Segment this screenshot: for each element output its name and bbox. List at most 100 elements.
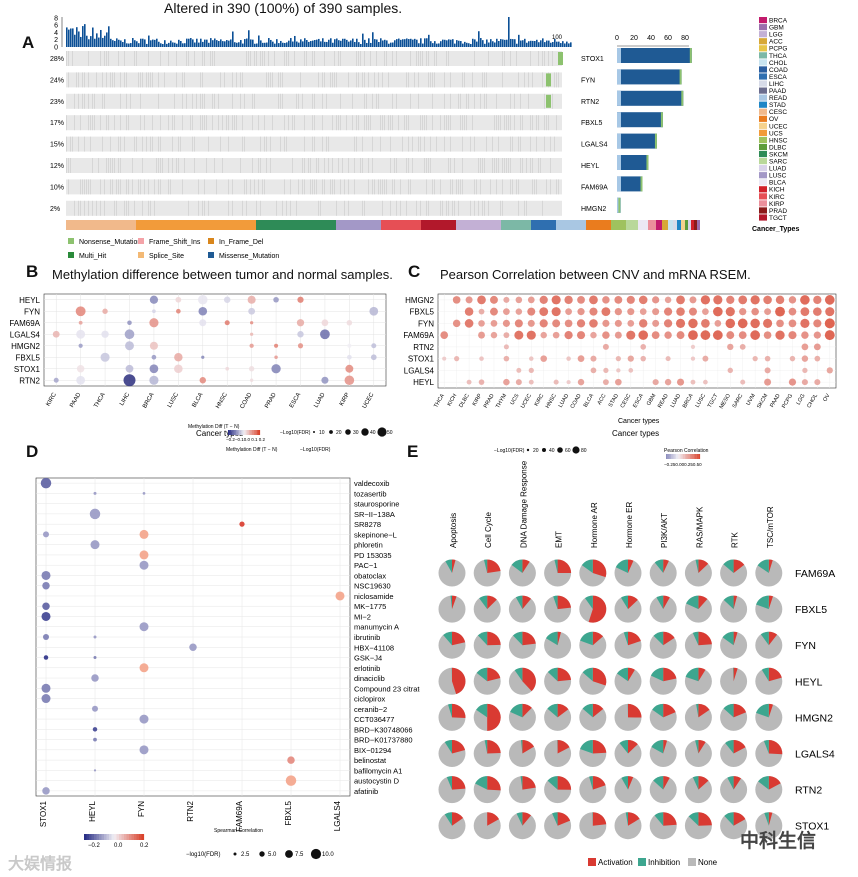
pie-activation <box>733 595 738 610</box>
oncoprint-tick <box>302 179 303 195</box>
pie-inhibition <box>476 667 488 682</box>
oncoprint-tick <box>72 136 73 152</box>
top-bar <box>360 43 362 47</box>
dot <box>614 307 622 316</box>
oncoprint-tick <box>514 93 515 109</box>
oncoprint-tick <box>462 158 463 173</box>
pie-inhibition <box>692 776 699 790</box>
oncoprint-tick <box>328 158 329 173</box>
drug-label: NSC19630 <box>354 582 391 591</box>
gene-bar <box>617 48 692 63</box>
dot <box>788 296 797 304</box>
dot <box>249 332 254 336</box>
oncoprint-tick <box>366 93 367 109</box>
cancer-strip-segment <box>638 220 648 230</box>
top-bar <box>200 38 202 47</box>
oncoprint-tick <box>468 93 469 109</box>
dot <box>802 367 808 374</box>
pie-activation <box>452 703 466 719</box>
pie-activation <box>663 631 675 646</box>
oncoprint-tick <box>502 158 503 173</box>
oncoprint-tick <box>202 93 203 109</box>
oncoprint-tick <box>68 179 69 195</box>
dot <box>590 331 597 339</box>
oncoprint-tick <box>492 158 493 173</box>
oncoprint-tick <box>398 115 399 131</box>
top-bar <box>196 38 198 47</box>
oncoprint-tick <box>440 179 441 195</box>
nonsense-cell <box>558 52 563 65</box>
oncoprint-tick <box>312 51 313 66</box>
top-bar <box>226 40 228 47</box>
dot <box>296 319 305 327</box>
oncoprint-tick <box>126 72 127 88</box>
colorbar-step <box>116 834 120 840</box>
colorbar-step <box>679 454 682 459</box>
top-bar <box>284 42 286 47</box>
oncoprint-tick <box>314 93 315 109</box>
oncoprint-tick <box>408 158 409 173</box>
cancer-strip-segment <box>531 220 556 230</box>
pie-inhibition <box>723 595 734 610</box>
oncoprint-tick <box>518 136 519 152</box>
oncoprint-tick <box>392 51 393 66</box>
dot <box>539 295 548 304</box>
size-key-dot <box>526 448 530 452</box>
oncoprint-tick <box>106 115 107 131</box>
pie-activation <box>698 740 706 754</box>
top-bar <box>144 39 146 47</box>
pie-none <box>720 776 748 804</box>
pie-activation <box>768 631 778 646</box>
oncoprint-tick <box>260 200 261 216</box>
dot <box>370 354 377 361</box>
top-bar <box>280 40 282 47</box>
pie-activation <box>733 776 742 790</box>
x-tick-label: UCS <box>510 393 521 406</box>
oncoprint-tick <box>72 51 73 66</box>
dot <box>589 319 598 328</box>
dot <box>590 355 597 362</box>
colorbar-step <box>244 430 246 435</box>
oncoprint-tick <box>528 93 529 109</box>
pie-inhibition <box>758 776 769 790</box>
dot <box>100 352 110 362</box>
row-gene-label: FBXL5 <box>581 120 603 127</box>
oncoprint-tick <box>542 51 543 66</box>
plot-frame <box>43 293 387 387</box>
oncoprint-tick <box>158 179 159 195</box>
oncoprint-tick <box>262 179 263 195</box>
gene-label: HMGN2 <box>795 712 833 724</box>
oncoprint-tick <box>474 51 475 66</box>
colorbar-step <box>101 834 105 840</box>
oncoprint-tick <box>442 200 443 216</box>
dot <box>750 330 760 340</box>
dot <box>750 295 760 305</box>
top-bar <box>358 42 360 47</box>
top-bar <box>446 40 448 47</box>
oncoprint-tick <box>338 158 339 173</box>
oncoprint-tick <box>498 158 499 173</box>
colorbar-step <box>253 430 256 435</box>
oncoprint-tick <box>270 136 271 152</box>
oncoprint-tick <box>258 115 259 131</box>
pie-activation <box>452 812 464 826</box>
oncoprint-tick <box>206 158 207 173</box>
dot <box>565 308 572 315</box>
gene-label: FAM69A <box>795 568 835 580</box>
dot <box>788 331 797 340</box>
pie-activation <box>628 631 641 646</box>
oncoprint-tick <box>78 200 79 216</box>
drug-label: manumycin A <box>354 623 399 632</box>
top-bar <box>434 41 436 47</box>
panel-label-c: C <box>408 262 421 281</box>
gene-label: HEYL <box>795 676 823 688</box>
mutation-legend-label: Missense_Mutation <box>219 253 279 260</box>
oncoprint-tick <box>304 158 305 173</box>
oncoprint-tick <box>488 200 489 216</box>
size-key-label: 30 <box>353 430 359 436</box>
dot <box>464 319 474 328</box>
pie-inhibition <box>725 740 734 754</box>
oncoprint-tick <box>260 158 261 173</box>
top-bar <box>272 41 274 47</box>
oncoprint-tick <box>322 115 323 131</box>
